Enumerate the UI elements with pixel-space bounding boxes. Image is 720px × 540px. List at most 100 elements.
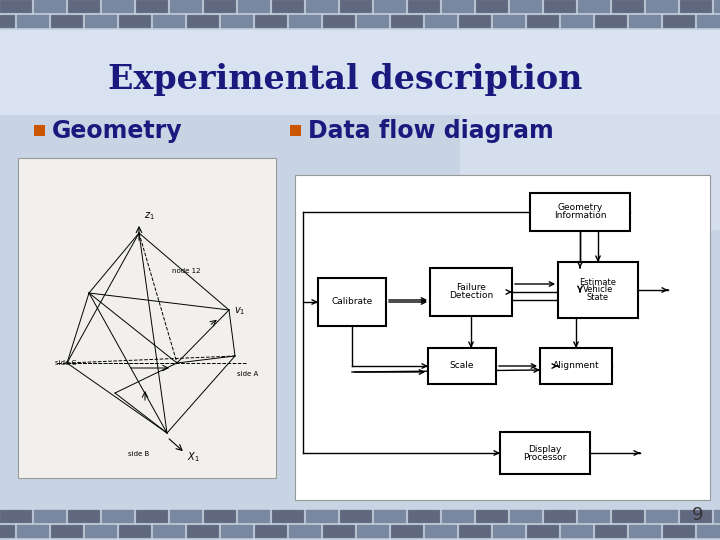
Bar [544,0,576,13]
Text: $v_1$: $v_1$ [234,305,246,317]
Bar [493,525,525,538]
Bar [663,525,695,538]
Bar [238,510,270,523]
Bar [530,193,630,231]
Text: Scale: Scale [450,361,474,370]
Bar [323,15,355,28]
Bar [68,0,100,13]
Bar [34,0,66,13]
Text: Display: Display [528,444,562,454]
Bar [51,15,83,28]
Text: side B: side B [128,451,150,457]
Bar [374,510,406,523]
Bar [187,525,219,538]
Bar [221,15,253,28]
Bar [17,15,49,28]
Bar [34,125,45,136]
Bar [119,15,151,28]
Bar [0,525,15,538]
Bar [119,525,151,538]
Text: Geometry: Geometry [52,119,183,143]
Text: Information: Information [554,212,606,220]
Bar [561,15,593,28]
Bar [255,525,287,538]
Bar [595,15,627,28]
Bar [578,510,610,523]
Bar [612,510,644,523]
Bar [500,432,590,474]
Text: Experimental description: Experimental description [108,64,582,97]
Bar [68,510,100,523]
Bar [442,0,474,13]
Bar [340,0,372,13]
Bar [459,15,491,28]
Bar [102,510,134,523]
Bar [272,510,304,523]
Text: $X_1$: $X_1$ [187,450,199,464]
Bar [34,510,66,523]
Bar [578,0,610,13]
Text: Vehicle: Vehicle [582,286,613,294]
Bar [476,0,508,13]
Bar [714,0,720,13]
Bar [272,0,304,13]
Bar [544,510,576,523]
Bar [170,0,202,13]
Bar [697,525,720,538]
Text: Estimate: Estimate [580,278,616,287]
Bar [629,525,661,538]
Text: Alignment: Alignment [553,361,599,370]
Bar [153,525,185,538]
Text: Processor: Processor [523,453,567,462]
Bar [428,348,496,384]
Bar [289,525,321,538]
Bar [204,0,236,13]
Bar [18,158,276,478]
Bar [510,0,542,13]
Bar [290,125,301,136]
Bar [306,510,338,523]
Bar [85,525,117,538]
Bar [357,525,389,538]
Bar [714,510,720,523]
Bar [391,15,423,28]
Text: node 12: node 12 [172,268,200,274]
Bar [0,15,15,28]
Bar [425,15,457,28]
Text: side C: side C [55,360,76,366]
Bar [408,0,440,13]
Bar [510,510,542,523]
Bar [425,525,457,538]
Bar [612,0,644,13]
Bar [0,0,32,13]
Bar [558,262,638,318]
Bar [460,30,720,230]
Bar [527,15,559,28]
Bar [476,510,508,523]
Bar [561,525,593,538]
Bar [136,510,168,523]
Bar [442,510,474,523]
Text: State: State [587,293,609,302]
Bar [430,268,512,316]
Text: 9: 9 [691,506,703,524]
Bar [357,15,389,28]
Bar [340,510,372,523]
Text: side A: side A [237,371,258,377]
Bar [697,15,720,28]
Bar [323,525,355,538]
Bar [204,510,236,523]
Bar [646,510,678,523]
Bar [374,0,406,13]
Text: Geometry: Geometry [557,204,603,213]
Bar [255,15,287,28]
Bar [680,510,712,523]
Bar [408,510,440,523]
Text: $z_1$: $z_1$ [144,210,155,222]
Bar [493,15,525,28]
Bar [0,30,720,510]
Bar [238,0,270,13]
Bar [136,0,168,13]
Bar [0,30,720,115]
Bar [318,278,386,326]
